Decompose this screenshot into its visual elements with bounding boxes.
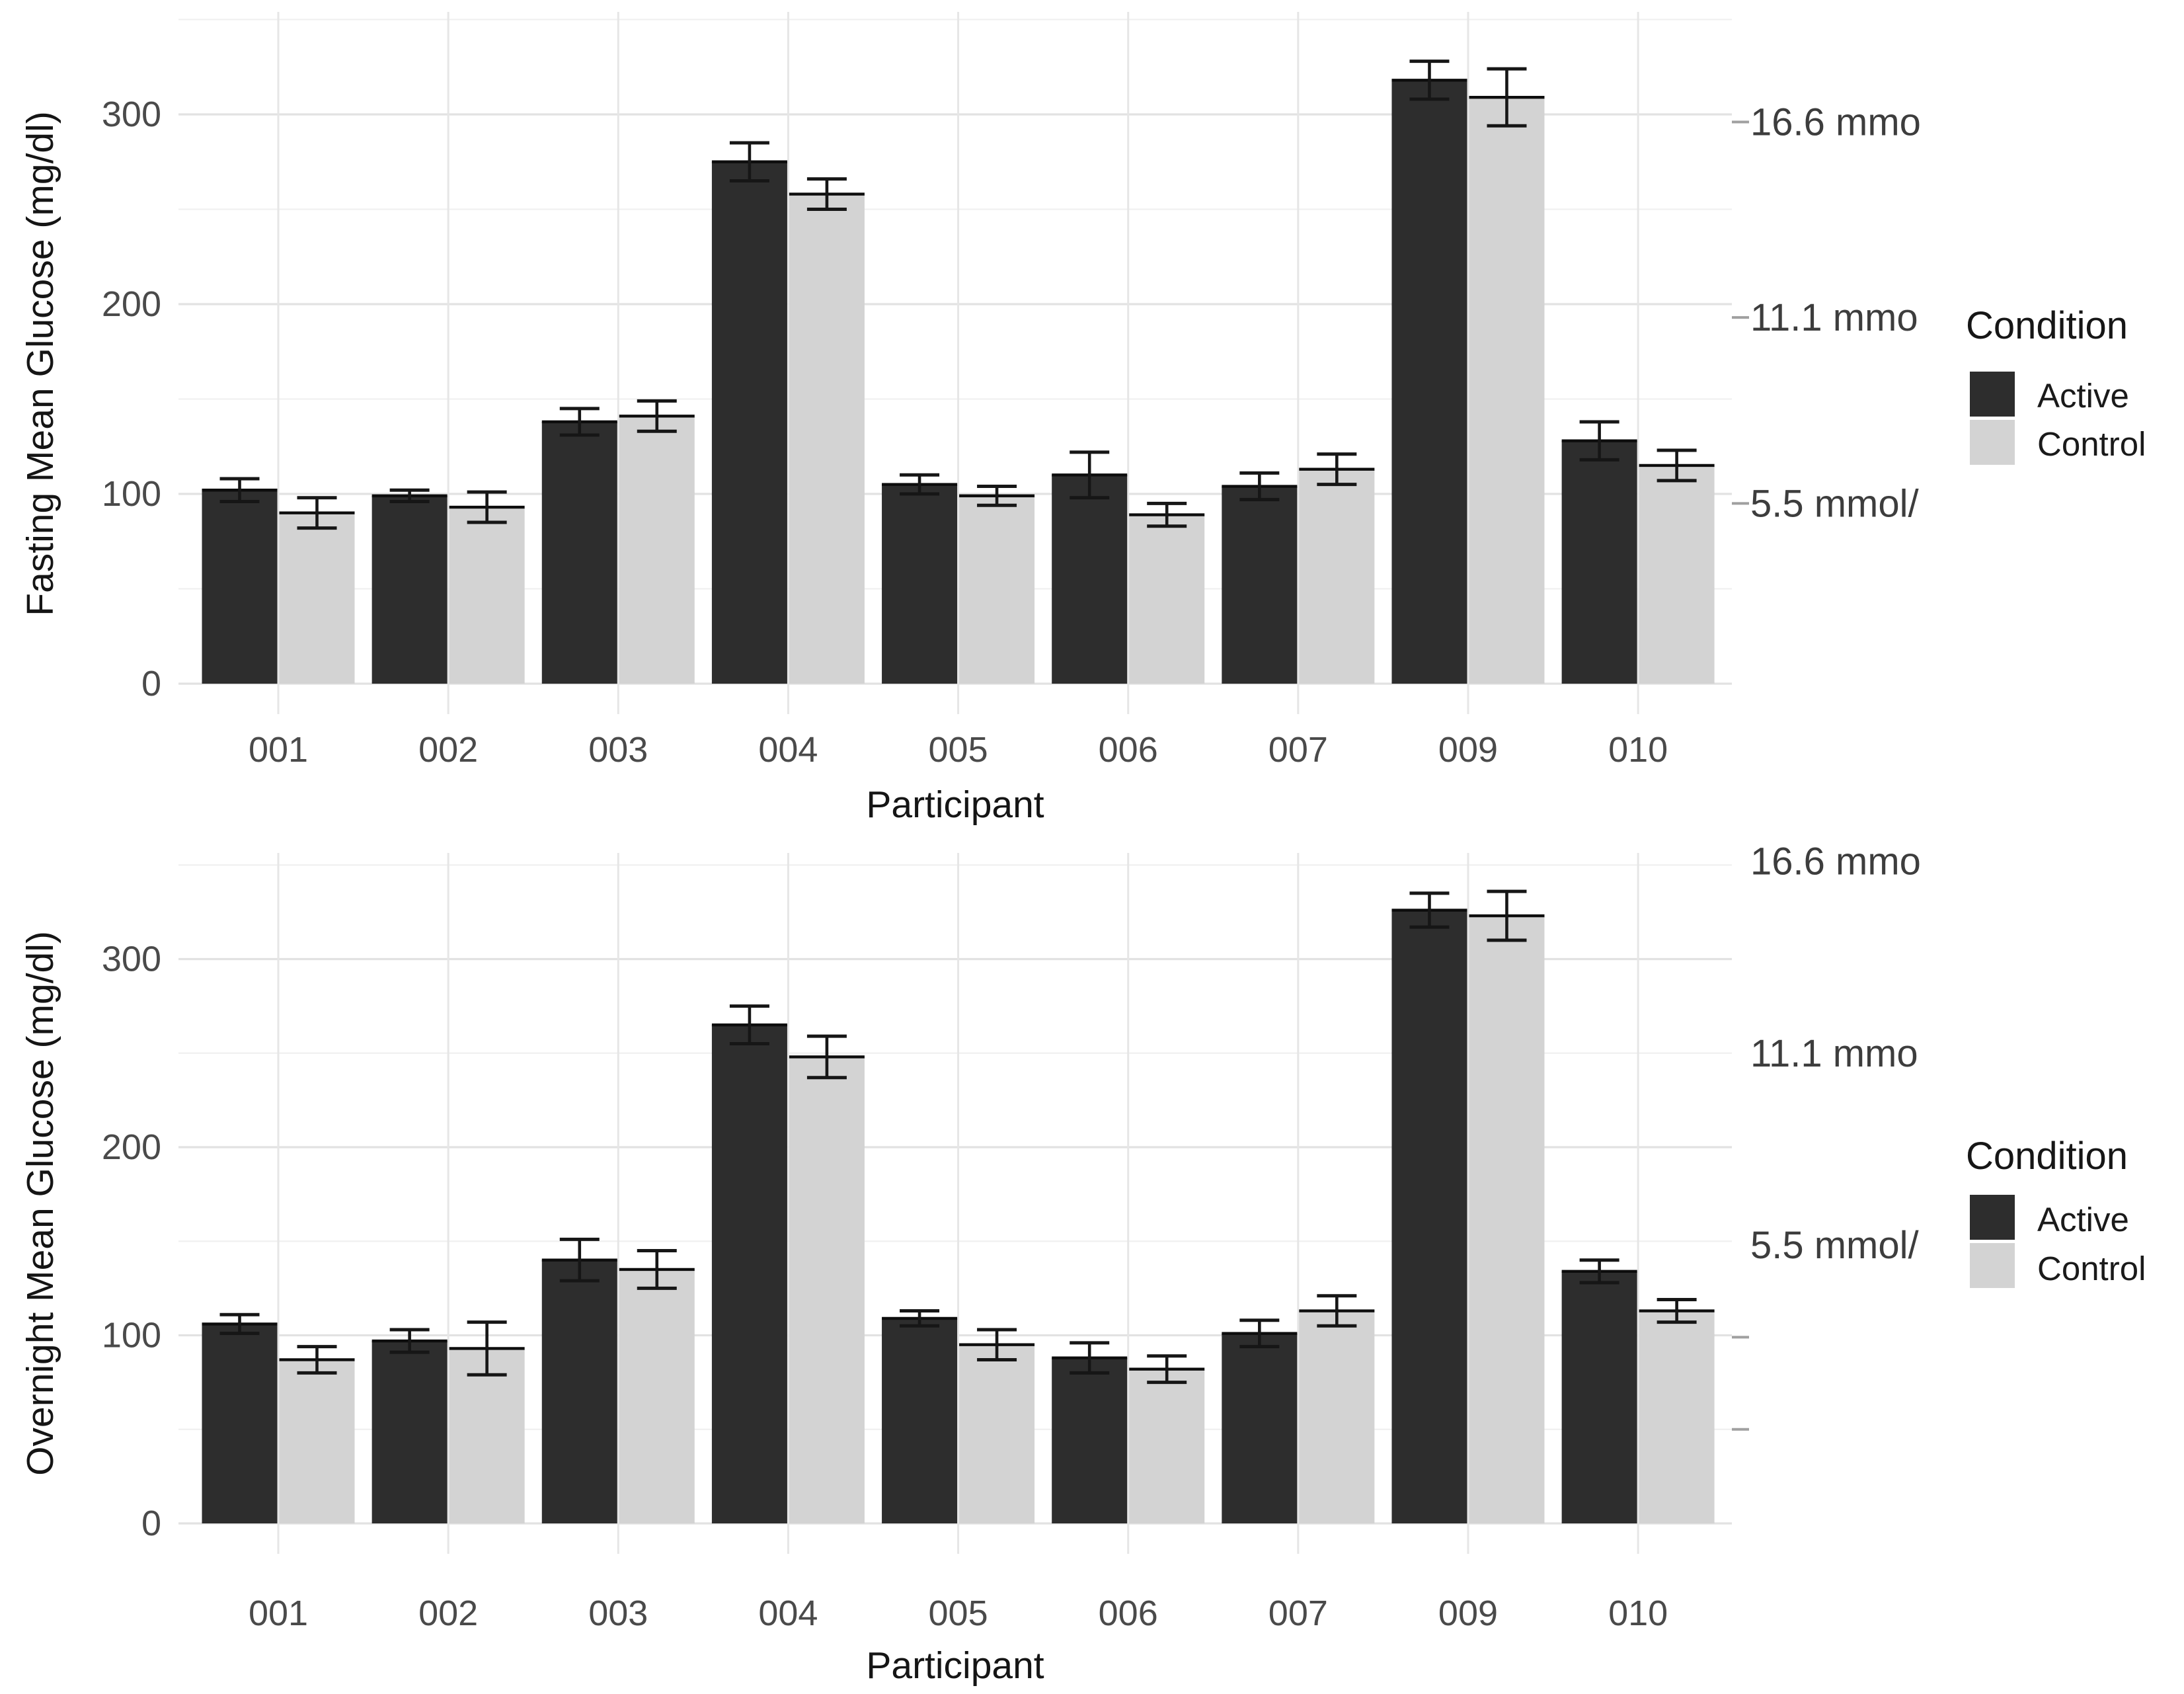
overnight-x-axis-title: Participant <box>866 1644 1044 1687</box>
fasting-y-tick-300: 300 <box>102 95 161 134</box>
fasting-bar-control-007 <box>1299 469 1375 684</box>
overnight-x-tick-005: 005 <box>929 1593 988 1633</box>
fasting-chart: 0 100 200 300 001 002 003 004 005 006 007 009 010 Par… <box>19 12 2146 826</box>
fasting-bar-control-005 <box>959 495 1035 684</box>
fasting-y-tick-200: 200 <box>102 284 161 324</box>
fasting-bar-active-005 <box>882 484 958 684</box>
overnight-x-tick-006: 006 <box>1099 1593 1158 1633</box>
fasting-legend-label-control: Control <box>2037 425 2146 463</box>
fasting-x-tick-004: 004 <box>758 730 818 770</box>
fasting-x-axis-title: Participant <box>866 784 1044 826</box>
overnight-bar-active-010 <box>1561 1271 1637 1523</box>
overnight-legend-swatch-control <box>1970 1243 2015 1288</box>
overnight-bar-control-002 <box>449 1348 525 1523</box>
fasting-x-tick-010: 010 <box>1608 730 1668 770</box>
overnight-bar-control-005 <box>959 1344 1035 1523</box>
fasting-x-tick-007: 007 <box>1268 730 1328 770</box>
overnight-legend-label-active: Active <box>2037 1201 2129 1238</box>
fasting-bar-active-007 <box>1222 486 1298 684</box>
overnight-bar-active-009 <box>1391 910 1467 1523</box>
overnight-bar-active-002 <box>371 1341 448 1523</box>
overnight-x-tick-009: 009 <box>1438 1593 1498 1633</box>
overnight-y-tick-0: 0 <box>141 1504 161 1543</box>
overnight-y-axis-title: Overnight Mean Glucose (mg/dl) <box>19 931 61 1476</box>
overnight-bar-active-006 <box>1052 1357 1128 1523</box>
overnight-y-tick-300: 300 <box>102 940 161 979</box>
overnight-y-tick-100: 100 <box>102 1316 161 1355</box>
overnight-x-tick-001: 001 <box>249 1593 308 1633</box>
fasting-bar-control-010 <box>1639 465 1715 684</box>
fasting-bar-active-001 <box>202 490 278 684</box>
overnight-x-tick-003: 003 <box>588 1593 648 1633</box>
fasting-x-tick-009: 009 <box>1438 730 1498 770</box>
overnight-x-tick-002: 002 <box>418 1593 478 1633</box>
fasting-right-label-1: 11.1 mmo <box>1750 296 1918 339</box>
fasting-y-tick-100: 100 <box>102 474 161 514</box>
fasting-x-tick-002: 002 <box>418 730 478 770</box>
fasting-bar-control-009 <box>1469 97 1545 684</box>
overnight-bar-active-003 <box>541 1260 617 1523</box>
overnight-chart: 0 100 200 300 001 002 003 004 005 006 007 009 010 Par… <box>19 840 2146 1687</box>
overnight-bar-active-001 <box>202 1324 278 1523</box>
overnight-x-tick-010: 010 <box>1608 1593 1668 1633</box>
overnight-bar-control-003 <box>619 1269 695 1523</box>
overnight-bar-active-004 <box>711 1025 787 1523</box>
fasting-right-label-2: 5.5 mmol/ <box>1750 482 1920 525</box>
fasting-bar-active-002 <box>371 495 448 684</box>
overnight-right-label-0: 16.6 mmo <box>1750 840 1921 883</box>
overnight-bar-control-007 <box>1299 1311 1375 1523</box>
overnight-legend-title: Condition <box>1966 1135 2128 1178</box>
overnight-bar-control-006 <box>1129 1369 1205 1523</box>
fasting-legend-swatch-control <box>1970 420 2015 465</box>
fasting-bar-control-004 <box>789 194 865 684</box>
fasting-bar-control-003 <box>619 416 695 684</box>
fasting-y-tick-0: 0 <box>141 664 161 704</box>
fasting-x-tick-003: 003 <box>588 730 648 770</box>
overnight-bar-control-001 <box>279 1359 355 1523</box>
fasting-legend-title: Condition <box>1966 304 2128 347</box>
fasting-bar-active-003 <box>541 421 617 684</box>
fasting-bar-active-009 <box>1391 80 1467 684</box>
fasting-right-label-0: 16.6 mmo <box>1750 101 1921 143</box>
overnight-legend-label-control: Control <box>2037 1250 2146 1287</box>
overnight-y-tick-200: 200 <box>102 1127 161 1167</box>
overnight-right-label-1: 11.1 mmo <box>1750 1032 1918 1075</box>
fasting-bar-active-006 <box>1052 475 1128 684</box>
fasting-bar-active-010 <box>1561 440 1637 684</box>
overnight-bar-control-009 <box>1469 916 1545 1523</box>
fasting-bar-control-002 <box>449 507 525 684</box>
fasting-x-tick-006: 006 <box>1099 730 1158 770</box>
fasting-bar-control-001 <box>279 512 355 684</box>
fasting-bar-active-004 <box>711 161 787 684</box>
overnight-bar-control-010 <box>1639 1311 1715 1523</box>
overnight-bar-active-007 <box>1222 1333 1298 1523</box>
fasting-y-axis-title: Fasting Mean Glucose (mg/dl) <box>19 111 61 616</box>
overnight-x-tick-007: 007 <box>1268 1593 1328 1633</box>
overnight-bar-active-005 <box>882 1318 958 1523</box>
fasting-x-tick-005: 005 <box>929 730 988 770</box>
fasting-bar-control-006 <box>1129 514 1205 684</box>
overnight-right-label-2: 5.5 mmol/ <box>1750 1224 1920 1267</box>
overnight-bar-control-004 <box>789 1057 865 1523</box>
fasting-legend-label-active: Active <box>2037 377 2129 415</box>
overnight-x-tick-004: 004 <box>758 1593 818 1633</box>
fasting-legend-swatch-active <box>1970 372 2015 417</box>
overnight-legend-swatch-active <box>1970 1195 2015 1240</box>
fasting-x-tick-001: 001 <box>249 730 308 770</box>
